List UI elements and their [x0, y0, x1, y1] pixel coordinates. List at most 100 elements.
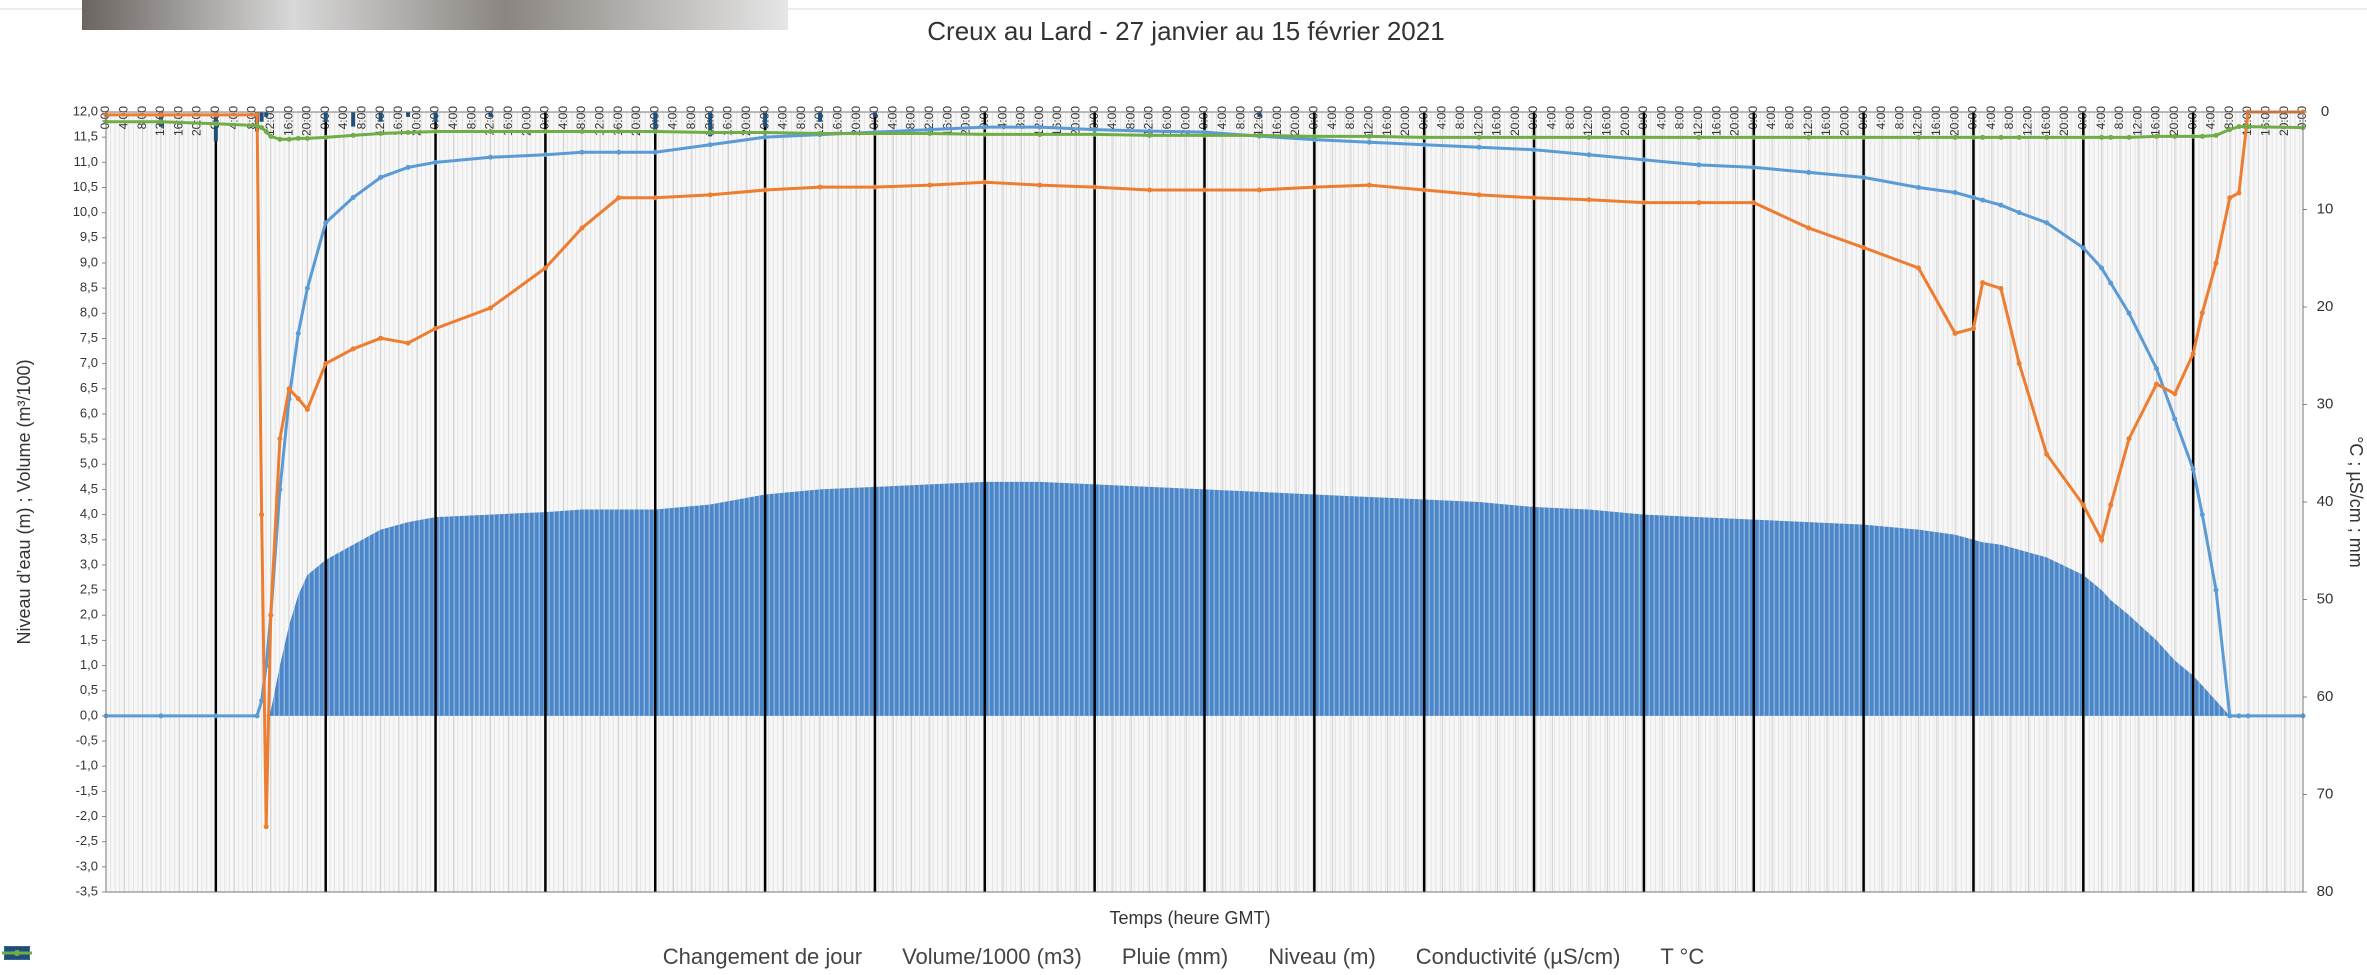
x-tick-label: 20:00 — [739, 106, 753, 136]
series-point — [2154, 381, 2160, 387]
x-tick-label: 8:00 — [1892, 106, 1906, 130]
series-point — [254, 112, 260, 118]
legend-item: Volume/1000 (m3) — [4, 944, 1082, 970]
series-point — [762, 134, 768, 140]
x-tick-label: 16:00 — [721, 106, 735, 136]
rain-bar — [872, 112, 877, 117]
x-tick-label: 4:00 — [776, 106, 790, 130]
series-point — [2245, 124, 2251, 130]
x-tick-label: 0:00 — [98, 106, 112, 130]
series-point — [2044, 451, 2050, 457]
x-tick-label: 8:00 — [1233, 106, 1247, 130]
series-point — [1531, 147, 1537, 153]
series-point — [616, 195, 622, 201]
y-tick-label: 9,5 — [80, 229, 98, 244]
x-tick-label: 20:00 — [1508, 106, 1522, 136]
rain-bar — [406, 112, 411, 117]
rain-bar — [433, 112, 438, 122]
y2-tick-label: 60 — [2317, 688, 2334, 705]
series-point — [1751, 200, 1757, 206]
y-tick-label: 6,5 — [80, 380, 98, 395]
series-point — [2172, 416, 2178, 422]
series-point — [323, 220, 329, 226]
series-point — [2108, 134, 2114, 140]
series-point — [268, 133, 274, 139]
x-tick-label: 12:00 — [1471, 106, 1485, 136]
x-tick-label: 16:00 — [171, 106, 185, 136]
y-tick-label: 11,5 — [74, 129, 98, 144]
series-point — [1696, 162, 1702, 168]
series-point — [1980, 134, 1986, 140]
x-tick-label: 8:00 — [904, 106, 918, 130]
series-point — [213, 112, 219, 118]
x-tick-label: 8:00 — [464, 106, 478, 130]
x-tick-label: 12:00 — [1581, 106, 1595, 136]
x-tick-label: 20:00 — [1837, 106, 1851, 136]
legend: Changement de jour Volume/1000 (m3) Pluie … — [0, 944, 2367, 970]
series-point — [1311, 133, 1317, 139]
series-point — [1751, 164, 1757, 170]
y-tick-label: 12,0 — [73, 103, 98, 118]
series-point — [259, 125, 265, 131]
x-tick-label: 16:00 — [831, 106, 845, 136]
series-point — [707, 129, 713, 135]
series-point — [286, 386, 292, 392]
series-point — [1641, 157, 1647, 163]
series-point — [405, 129, 411, 135]
series-point — [1970, 195, 1976, 201]
x-tick-label: 8:00 — [1563, 106, 1577, 130]
series-point — [1037, 124, 1043, 130]
series-point — [2190, 466, 2196, 472]
series-point — [158, 119, 164, 125]
series-point — [2108, 502, 2114, 508]
rain-bar — [708, 112, 713, 137]
x-tick-label: 4:00 — [2094, 106, 2108, 130]
series-point — [1861, 134, 1867, 140]
series-point — [1751, 134, 1757, 140]
series-point — [927, 127, 933, 133]
x-tick-label: 4:00 — [666, 106, 680, 130]
series-point — [1421, 134, 1427, 140]
x-tick-label: 8:00 — [1453, 106, 1467, 130]
y-tick-label: 8,0 — [80, 305, 98, 320]
rain-bar — [259, 112, 264, 122]
y-tick-label: 8,5 — [80, 280, 98, 295]
series-point — [2099, 134, 2105, 140]
x-tick-label: 8:00 — [2112, 106, 2126, 130]
series-point — [762, 129, 768, 135]
series-point — [2236, 124, 2242, 130]
x-tick-label: 4:00 — [1874, 106, 1888, 130]
x-tick-label: 16:00 — [391, 106, 405, 136]
series-point — [1476, 144, 1482, 150]
series-point — [487, 154, 493, 160]
series-point — [982, 179, 988, 185]
x-tick-label: 20:00 — [519, 106, 533, 136]
x-tick-label: 16:00 — [940, 106, 954, 136]
series-point — [378, 335, 384, 341]
series-point — [295, 135, 301, 141]
x-tick-label: 16:00 — [501, 106, 515, 136]
legend-label: Volume/1000 (m3) — [902, 944, 1082, 969]
series-point — [1641, 200, 1647, 206]
y-tick-label: 10,5 — [73, 179, 98, 194]
series-point — [1037, 131, 1043, 137]
y-tick-label: -2,5 — [76, 833, 98, 848]
x-tick-label: 16:00 — [611, 106, 625, 136]
legend-label: Pluie (mm) — [1121, 944, 1229, 969]
series-point — [405, 340, 411, 346]
x-tick-label: 4:00 — [1325, 106, 1339, 130]
series-point — [542, 265, 548, 271]
rain-bar — [264, 112, 269, 117]
series-point — [1806, 134, 1812, 140]
series-point — [1476, 192, 1482, 198]
x-tick-label: 8:00 — [794, 106, 808, 130]
y2-tick-label: 50 — [2317, 590, 2334, 607]
series-point — [616, 149, 622, 155]
series-point — [1147, 128, 1153, 134]
x-tick-label: 16:00 — [2039, 106, 2053, 136]
x-tick-label: 4:00 — [1435, 106, 1449, 130]
series-point — [1861, 174, 1867, 180]
series-point — [323, 361, 329, 367]
x-tick-label: 16:00 — [1709, 106, 1723, 136]
series-point — [1476, 134, 1482, 140]
